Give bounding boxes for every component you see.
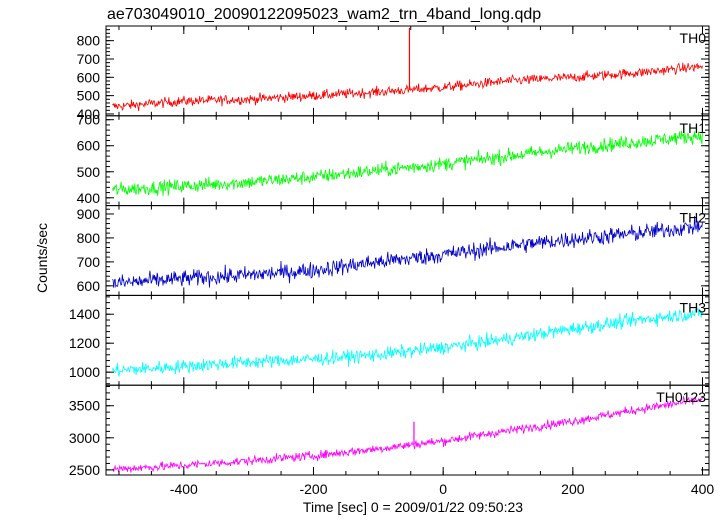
series-line-th1 bbox=[112, 129, 703, 196]
y-tick-label: 500 bbox=[77, 164, 101, 180]
x-tick-label: 200 bbox=[561, 481, 585, 497]
panel-frame bbox=[105, 205, 710, 296]
y-tick-label: 1000 bbox=[69, 364, 100, 380]
y-tick-label: 500 bbox=[77, 88, 101, 104]
panel-th0123: 2500 3000 3500 TH0123 bbox=[69, 384, 710, 478]
y-tick-label: 3000 bbox=[69, 430, 100, 446]
panel-frame bbox=[105, 384, 710, 476]
series-line-th3 bbox=[112, 307, 703, 377]
panel-frame bbox=[105, 294, 710, 386]
x-tick-label: -200 bbox=[299, 481, 327, 497]
y-tick-label: 700 bbox=[77, 51, 101, 67]
series-line-th0123 bbox=[112, 395, 703, 473]
y-tick-label: 400 bbox=[77, 106, 101, 122]
series-line-th2 bbox=[112, 215, 703, 288]
y-tick-label: 2500 bbox=[69, 462, 100, 478]
y-tick-label: 700 bbox=[77, 254, 101, 270]
x-tick-label: 0 bbox=[439, 481, 447, 497]
panel-th3: 1000 1200 1400 TH3 bbox=[69, 294, 710, 386]
x-tick-label: 400 bbox=[691, 481, 715, 497]
y-tick-label: 1400 bbox=[69, 306, 100, 322]
y-tick-label: 600 bbox=[77, 69, 101, 85]
panel-frame bbox=[105, 115, 710, 207]
panel-th2: 600 700 800 900 TH2 bbox=[77, 205, 710, 296]
y-tick-label: 700 bbox=[77, 112, 101, 128]
y-tick-label: 600 bbox=[77, 138, 101, 154]
panel-label-th2: TH2 bbox=[680, 210, 707, 226]
x-tick-label: -400 bbox=[170, 481, 198, 497]
panel-th0: 400 500 600 700 800 TH0 bbox=[77, 25, 710, 122]
y-axis-label: Counts/sec bbox=[34, 223, 50, 293]
y-tick-label: 3500 bbox=[69, 398, 100, 414]
panel-label-th1: TH1 bbox=[680, 120, 707, 136]
y-tick-label: 400 bbox=[77, 190, 101, 206]
panel-label-th0: TH0 bbox=[680, 30, 707, 46]
series-line-th0 bbox=[112, 62, 703, 112]
chart-title: ae703049010_20090122095023_wam2_trn_4ban… bbox=[107, 6, 541, 23]
y-tick-label: 800 bbox=[77, 230, 101, 246]
panels-layer: 400 500 600 700 800 TH0 400 500 600 700 TH1 600 700 8… bbox=[69, 25, 715, 497]
y-tick-label: 600 bbox=[77, 278, 101, 294]
panel-label-th3: TH3 bbox=[680, 299, 707, 315]
y-tick-label: 800 bbox=[77, 33, 101, 49]
y-tick-label: 900 bbox=[77, 206, 101, 222]
y-tick-label: 1200 bbox=[69, 335, 100, 351]
panel-th1: 400 500 600 700 TH1 bbox=[77, 112, 710, 207]
panel-frame bbox=[105, 25, 710, 117]
panel-label-th0123: TH0123 bbox=[656, 389, 706, 405]
x-axis-label: Time [sec] 0 = 2009/01/22 09:50:23 bbox=[303, 499, 523, 515]
